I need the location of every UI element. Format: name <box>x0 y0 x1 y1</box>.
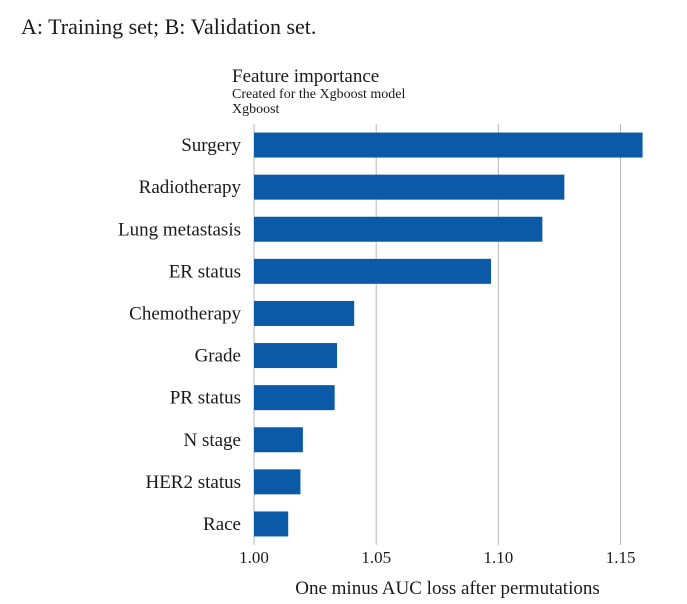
x-tick-label: 1.10 <box>484 548 514 567</box>
category-label: N stage <box>183 430 241 451</box>
bar <box>254 300 355 326</box>
bar <box>254 174 565 200</box>
category-label: ER status <box>169 261 241 282</box>
x-tick-label: 1.00 <box>239 548 269 567</box>
chart-title: Feature importance <box>232 66 380 87</box>
bar <box>254 343 338 369</box>
bars <box>254 132 643 537</box>
category-label: Surgery <box>181 135 241 156</box>
bar <box>254 132 643 158</box>
chart-title-block: Feature importance Created for the Xgboo… <box>232 66 406 118</box>
bar <box>254 216 543 242</box>
category-labels: Surgery Radiotherapy Lung metastasis ER sta… <box>118 135 241 535</box>
bar <box>254 511 289 537</box>
category-label: Race <box>203 514 241 535</box>
x-tick-label: 1.15 <box>606 548 636 567</box>
chart-subtitle: Created for the Xgboost model <box>232 87 406 102</box>
x-tick-label: 1.05 <box>361 548 391 567</box>
chart-series-label: Xgboost <box>232 102 280 117</box>
category-label: Grade <box>195 346 241 367</box>
category-label: HER2 status <box>145 472 241 493</box>
category-label: Radiotherapy <box>139 177 242 198</box>
category-label: PR status <box>170 388 241 409</box>
figure-caption: A: Training set; B: Validation set. <box>21 14 317 39</box>
category-label: Lung metastasis <box>118 219 241 240</box>
bar <box>254 385 335 411</box>
bar <box>254 469 301 495</box>
bar <box>254 258 492 284</box>
bar <box>254 427 303 453</box>
category-label: Chemotherapy <box>129 303 241 324</box>
x-axis-label: One minus AUC loss after permutations <box>295 578 600 599</box>
x-tick-labels: 1.00 1.05 1.10 1.15 <box>239 548 635 567</box>
